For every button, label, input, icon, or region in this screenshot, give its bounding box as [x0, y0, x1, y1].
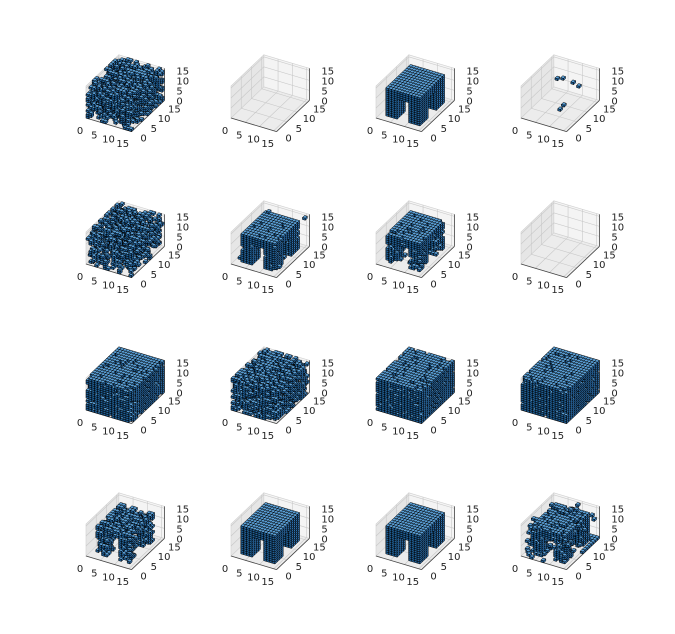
y-tick-label: 10: [158, 260, 171, 271]
z-tick-label: 5: [176, 232, 182, 243]
y-tick-label: 10: [448, 114, 461, 125]
x-tick-label: 15: [261, 139, 274, 150]
voxel-side: [160, 99, 163, 105]
z-tick-label: 15: [466, 66, 479, 77]
x-tick-label: 5: [381, 130, 387, 141]
x-tick-label: 10: [102, 281, 115, 292]
x-tick-label: 15: [406, 139, 419, 150]
y-tick-label: 0: [575, 134, 581, 145]
y-tick-label: 10: [158, 114, 171, 125]
voxel-side: [122, 66, 126, 72]
z-tick-label: 0: [466, 96, 472, 107]
x-tick-label: 0: [77, 126, 83, 137]
voxel-side: [162, 85, 165, 91]
x-tick-label: 5: [91, 130, 97, 141]
z-tick-label: 15: [321, 66, 334, 77]
z-tick-label: 10: [611, 76, 624, 87]
x-tick-label: 0: [222, 126, 228, 137]
z-tick-label: 5: [321, 86, 327, 97]
x-tick-label: 10: [102, 135, 115, 146]
z-tick-label: 15: [176, 212, 189, 223]
y-tick-label: 15: [168, 104, 181, 115]
voxel-side: [162, 95, 165, 101]
voxel-side: [160, 71, 163, 77]
y-tick-label: 5: [151, 270, 157, 281]
y-tick-label: 5: [151, 124, 157, 135]
y-tick-label: 5: [296, 124, 302, 135]
y-tick-label: 5: [441, 124, 447, 135]
voxel-side: [158, 77, 161, 83]
y-tick-label: 10: [593, 114, 606, 125]
x-tick-label: 5: [526, 130, 532, 141]
z-tick-label: 10: [466, 76, 479, 87]
voxel-side: [155, 99, 159, 105]
z-tick-label: 5: [176, 86, 182, 97]
x-tick-label: 10: [392, 135, 405, 146]
voxel-side: [116, 64, 120, 70]
z-tick-label: 10: [321, 76, 334, 87]
x-tick-label: 10: [247, 135, 260, 146]
z-tick-label: 5: [611, 86, 617, 97]
x-tick-label: 10: [537, 135, 550, 146]
x-tick-label: 5: [91, 276, 97, 287]
voxel-side: [111, 62, 114, 68]
y-tick-label: 0: [140, 134, 146, 145]
y-tick-label: 10: [303, 114, 316, 125]
z-tick-label: 0: [176, 96, 182, 107]
z-tick-label: 0: [321, 96, 327, 107]
voxel-group: [85, 201, 165, 279]
voxel-group: [85, 57, 165, 133]
z-tick-label: 10: [176, 222, 189, 233]
voxel-side: [160, 93, 163, 99]
y-tick-label: 0: [140, 280, 146, 291]
z-tick-label: 15: [176, 66, 189, 77]
voxel-side: [147, 63, 151, 69]
x-tick-label: 15: [551, 139, 564, 150]
y-tick-label: 0: [430, 134, 436, 145]
x-tick-label: 0: [512, 126, 518, 137]
y-tick-label: 0: [285, 134, 291, 145]
voxel-side: [135, 64, 138, 71]
z-tick-label: 0: [176, 242, 182, 253]
x-tick-label: 15: [116, 285, 129, 296]
z-tick-label: 10: [176, 76, 189, 87]
x-tick-label: 0: [77, 272, 83, 283]
y-tick-label: 5: [586, 124, 592, 135]
x-tick-label: 15: [116, 139, 129, 150]
voxel-side: [160, 85, 163, 91]
voxel-side: [155, 103, 159, 109]
z-tick-label: 15: [611, 66, 624, 77]
z-tick-label: 0: [611, 96, 617, 107]
voxel-side: [155, 75, 159, 81]
x-tick-label: 5: [236, 130, 242, 141]
x-tick-label: 0: [367, 126, 373, 137]
voxel-side: [130, 58, 134, 64]
z-tick-label: 5: [466, 86, 472, 97]
